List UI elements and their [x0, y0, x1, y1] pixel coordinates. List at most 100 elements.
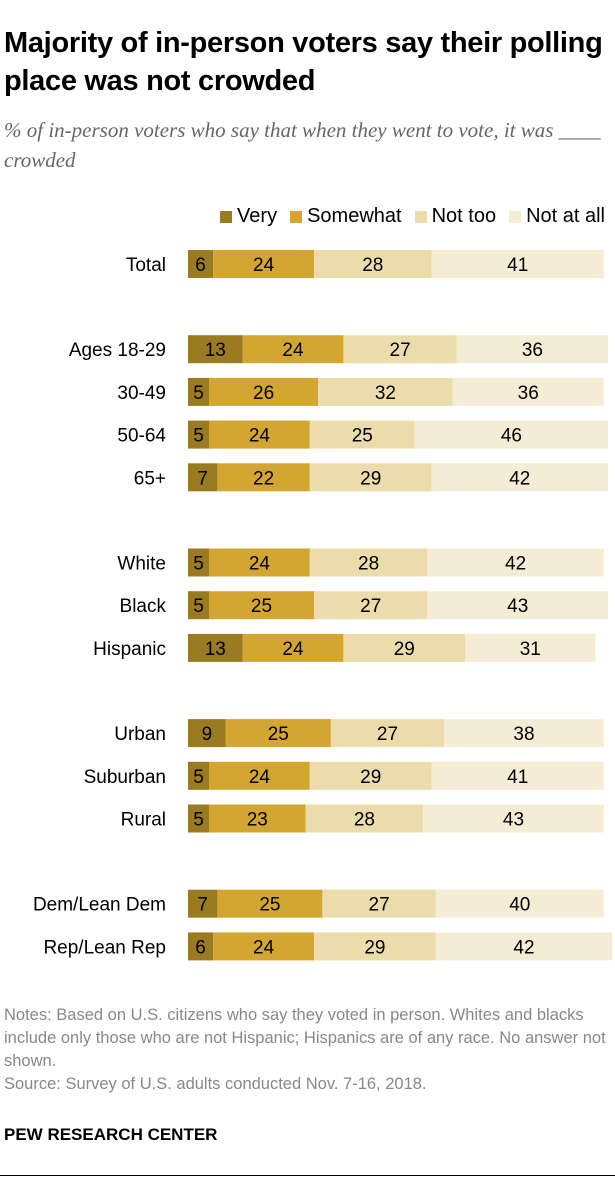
- bar-somewhat: [242, 335, 344, 364]
- data-label: 25: [259, 895, 280, 916]
- bar-not-at-all: [456, 335, 608, 364]
- data-label: 24: [249, 426, 271, 447]
- bar-not-at-all: [414, 420, 608, 449]
- bar-not-too: [309, 420, 415, 449]
- bar-not-too: [314, 591, 428, 620]
- legend-label: Not at all: [526, 205, 605, 227]
- data-label: 32: [375, 383, 396, 404]
- data-label: 24: [282, 340, 304, 361]
- bar-very: [188, 463, 218, 492]
- data-label: 43: [503, 810, 524, 831]
- bar-very: [188, 591, 209, 620]
- category-label: Urban: [114, 724, 166, 745]
- data-label: 9: [202, 724, 213, 745]
- category-label: 50-64: [117, 426, 166, 447]
- bar-not-at-all: [444, 719, 604, 748]
- notes-text: Notes: Based on U.S. citizens who say th…: [4, 1006, 606, 1070]
- category-label: 65+: [134, 468, 166, 489]
- data-label: 36: [522, 340, 543, 361]
- category-label: 30-49: [117, 383, 166, 404]
- legend: Very Somewhat Not too Not at all: [220, 205, 605, 228]
- brand-logo: PEW RESEARCH CENTER: [4, 1125, 218, 1144]
- data-label: 31: [520, 639, 541, 660]
- legend-swatch-not-too: [414, 210, 427, 223]
- data-label: 42: [505, 554, 526, 575]
- bar-not-too: [330, 719, 445, 748]
- data-label: 7: [197, 895, 208, 916]
- data-label: 24: [249, 767, 271, 788]
- data-label: 41: [507, 255, 528, 276]
- bar-somewhat: [209, 377, 319, 406]
- bar-not-too: [309, 548, 428, 577]
- legend-label: Very: [237, 205, 278, 227]
- bar-very: [188, 335, 243, 364]
- data-label: 24: [282, 639, 304, 660]
- data-label: 28: [354, 810, 375, 831]
- category-label: Rep/Lean Rep: [43, 937, 166, 958]
- bar-somewhat: [225, 719, 331, 748]
- data-label: 42: [509, 468, 530, 489]
- data-label: 27: [360, 596, 381, 617]
- legend-swatch-very: [220, 210, 233, 223]
- legend-label: Not too: [431, 205, 497, 227]
- data-label: 40: [509, 895, 530, 916]
- legend-item-not-at-all: Not at all: [509, 205, 605, 228]
- bar-not-at-all: [427, 548, 604, 577]
- bar-somewhat: [209, 548, 310, 577]
- data-label: 24: [249, 554, 271, 575]
- notes: Notes: Based on U.S. citizens who say th…: [4, 1004, 609, 1096]
- bar-chart: Total 6 24 28 41 Ages 18-29 13 24 27 36 30-49 5 26 32…: [33, 250, 613, 961]
- bar-not-too: [309, 761, 432, 790]
- data-label: 42: [513, 937, 534, 958]
- bar-not-at-all: [435, 889, 604, 918]
- source-text: Source: Survey of U.S. adults conducted …: [4, 1075, 427, 1093]
- data-label: 13: [205, 340, 226, 361]
- bar-not-too: [314, 250, 432, 278]
- bar-not-too: [314, 932, 436, 961]
- data-label: 6: [195, 937, 206, 958]
- data-label: 7: [197, 468, 208, 489]
- bar-not-at-all: [431, 250, 604, 278]
- category-label: Rural: [121, 810, 166, 831]
- bar-not-at-all: [452, 377, 604, 406]
- bar-somewhat: [213, 250, 314, 278]
- data-label: 43: [507, 596, 528, 617]
- bar-not-too: [305, 804, 424, 833]
- bar-not-at-all: [427, 591, 608, 620]
- data-label: 5: [193, 810, 204, 831]
- bar-not-too: [318, 377, 453, 406]
- category-label: Dem/Lean Dem: [33, 895, 166, 916]
- category-label: Black: [120, 596, 167, 617]
- bar-somewhat: [217, 463, 310, 492]
- data-label: 46: [501, 426, 522, 447]
- data-label: 29: [394, 639, 415, 660]
- bar-very: [188, 932, 214, 961]
- data-label: 41: [507, 767, 528, 788]
- data-label: 5: [193, 426, 204, 447]
- data-label: 25: [268, 724, 289, 745]
- data-label: 27: [369, 895, 390, 916]
- data-label: 24: [253, 255, 275, 276]
- bar-not-at-all: [431, 463, 608, 492]
- bar-very: [188, 719, 226, 748]
- category-label: Hispanic: [93, 639, 166, 660]
- category-label: White: [117, 554, 166, 575]
- data-label: 5: [193, 383, 204, 404]
- data-label: 26: [253, 383, 274, 404]
- data-label: 38: [513, 724, 534, 745]
- bottom-rule: [0, 1175, 615, 1176]
- data-label: 25: [352, 426, 373, 447]
- legend-item-very: Very: [220, 205, 277, 228]
- data-label: 5: [193, 554, 204, 575]
- data-label: 22: [253, 468, 274, 489]
- category-label: Suburban: [84, 767, 166, 788]
- data-label: 28: [362, 255, 383, 276]
- legend-item-not-too: Not too: [414, 205, 497, 228]
- data-label: 27: [377, 724, 398, 745]
- data-label: 29: [360, 767, 381, 788]
- bar-not-at-all: [465, 633, 596, 662]
- bar-not-too: [343, 335, 457, 364]
- data-label: 6: [195, 255, 206, 276]
- bar-very: [188, 250, 214, 278]
- data-label: 27: [390, 340, 411, 361]
